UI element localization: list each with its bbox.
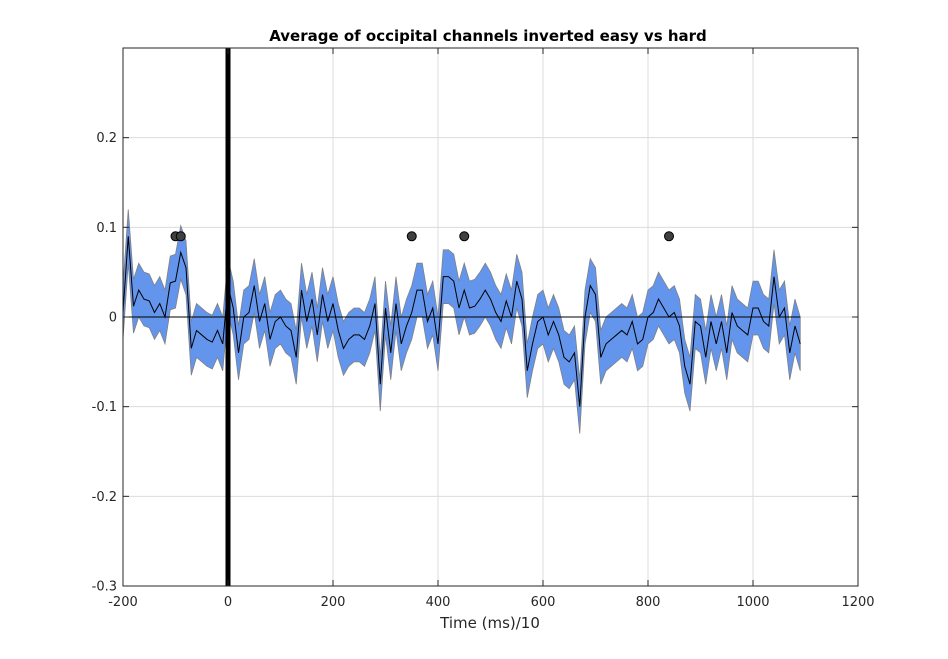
x-axis-label: Time (ms)/10 (439, 614, 540, 632)
mean-line (122, 236, 801, 407)
significance-marker (175, 231, 186, 242)
significance-marker (664, 231, 674, 242)
y-tick-label: -0.3 (92, 580, 117, 595)
confidence-band (122, 209, 801, 434)
ticks: -200 0 200 400 600 800 1000 1200 -0.3 -0.2 -0.1 0 0.… (92, 48, 875, 610)
x-tick-label: 600 (531, 595, 556, 610)
x-tick-label: 200 (321, 595, 346, 610)
x-tick-label: -200 (108, 595, 138, 610)
y-tick-label: -0.1 (92, 400, 117, 415)
y-tick-label: 0 (109, 311, 117, 326)
y-tick-label: 0.2 (96, 131, 117, 146)
x-tick-label: 1000 (736, 595, 769, 610)
significance-marker (459, 231, 470, 242)
y-tick-label: 0.1 (96, 221, 117, 236)
plot-area (122, 48, 801, 586)
significance-marker (406, 231, 417, 242)
x-tick-label: 400 (426, 595, 451, 610)
x-tick-label: 0 (224, 595, 232, 610)
chart-title: Average of occipital channels inverted e… (269, 27, 707, 45)
x-tick-label: 800 (636, 595, 661, 610)
x-tick-label: 1200 (841, 595, 874, 610)
y-tick-label: -0.2 (92, 490, 117, 505)
